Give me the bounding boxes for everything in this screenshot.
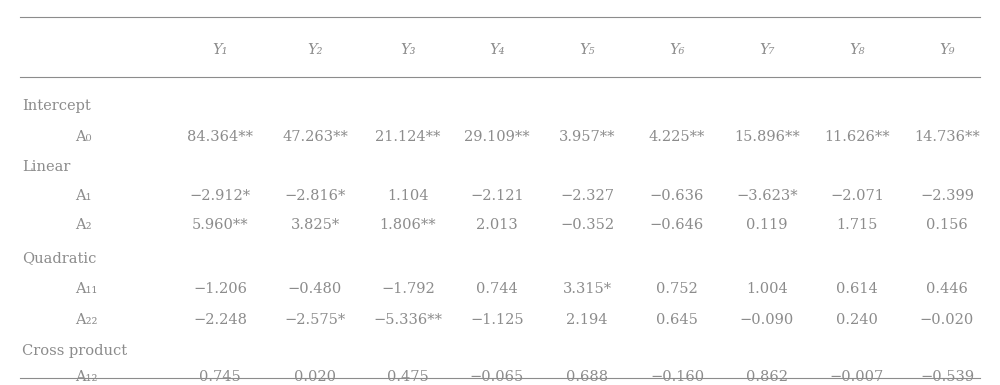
Text: 11.626**: 11.626**	[824, 130, 890, 144]
Text: −2.912*: −2.912*	[189, 189, 251, 203]
Text: A₁₂: A₁₂	[75, 370, 97, 384]
Text: Y₅: Y₅	[579, 43, 595, 57]
Text: −2.575*: −2.575*	[284, 313, 346, 326]
Text: −1.792: −1.792	[381, 282, 435, 296]
Text: 2.194: 2.194	[566, 313, 608, 326]
Text: 0.688: 0.688	[566, 370, 608, 384]
Text: 47.263**: 47.263**	[282, 130, 348, 144]
Text: Y₃: Y₃	[400, 43, 416, 57]
Text: 3.315*: 3.315*	[562, 282, 612, 296]
Text: −3.623*: −3.623*	[736, 189, 798, 203]
Text: 29.109**: 29.109**	[464, 130, 530, 144]
Text: Y₄: Y₄	[489, 43, 505, 57]
Text: −1.125: −1.125	[470, 313, 524, 326]
Text: 15.896**: 15.896**	[734, 130, 800, 144]
Text: −1.206: −1.206	[193, 282, 247, 296]
Text: −2.248: −2.248	[193, 313, 247, 326]
Text: 1.004: 1.004	[746, 282, 788, 296]
Text: 21.124**: 21.124**	[375, 130, 441, 144]
Text: −0.646: −0.646	[650, 218, 704, 232]
Text: Intercept: Intercept	[22, 99, 91, 113]
Text: −2.121: −2.121	[470, 189, 524, 203]
Text: A₁: A₁	[75, 189, 92, 203]
Text: 2.013: 2.013	[476, 218, 518, 232]
Text: 0.745: 0.745	[199, 370, 241, 384]
Text: Y₉: Y₉	[939, 43, 955, 57]
Text: 1.104: 1.104	[387, 189, 429, 203]
Text: Y₆: Y₆	[669, 43, 685, 57]
Text: −5.336**: −5.336**	[374, 313, 442, 326]
Text: Y₇: Y₇	[759, 43, 775, 57]
Text: Quadratic: Quadratic	[22, 251, 96, 265]
Text: 0.645: 0.645	[656, 313, 698, 326]
Text: −2.399: −2.399	[920, 189, 974, 203]
Text: 0.862: 0.862	[746, 370, 788, 384]
Text: −0.480: −0.480	[288, 282, 342, 296]
Text: −0.539: −0.539	[920, 370, 974, 384]
Text: A₂: A₂	[75, 218, 92, 232]
Text: 4.225**: 4.225**	[649, 130, 705, 144]
Text: 84.364**: 84.364**	[187, 130, 253, 144]
Text: A₁₁: A₁₁	[75, 282, 97, 296]
Text: −0.636: −0.636	[650, 189, 704, 203]
Text: −0.007: −0.007	[830, 370, 884, 384]
Text: 0.614: 0.614	[836, 282, 878, 296]
Text: −0.090: −0.090	[740, 313, 794, 326]
Text: −2.816*: −2.816*	[284, 189, 346, 203]
Text: Y₁: Y₁	[212, 43, 228, 57]
Text: 1.806**: 1.806**	[380, 218, 436, 232]
Text: 3.825*: 3.825*	[290, 218, 340, 232]
Text: Cross product: Cross product	[22, 344, 127, 358]
Text: 5.960**: 5.960**	[192, 218, 248, 232]
Text: Y₂: Y₂	[307, 43, 323, 57]
Text: −0.160: −0.160	[650, 370, 704, 384]
Text: 0.119: 0.119	[746, 218, 788, 232]
Text: −0.065: −0.065	[470, 370, 524, 384]
Text: −0.352: −0.352	[560, 218, 614, 232]
Text: 0.744: 0.744	[476, 282, 518, 296]
Text: −0.020: −0.020	[920, 313, 974, 326]
Text: 0.156: 0.156	[926, 218, 968, 232]
Text: A₀: A₀	[75, 130, 92, 144]
Text: 3.957**: 3.957**	[559, 130, 615, 144]
Text: Y₈: Y₈	[849, 43, 865, 57]
Text: A₂₂: A₂₂	[75, 313, 97, 326]
Text: 0.752: 0.752	[656, 282, 698, 296]
Text: −2.071: −2.071	[830, 189, 884, 203]
Text: 0.446: 0.446	[926, 282, 968, 296]
Text: 0.020: 0.020	[294, 370, 336, 384]
Text: −2.327: −2.327	[560, 189, 614, 203]
Text: 14.736**: 14.736**	[914, 130, 980, 144]
Text: Linear: Linear	[22, 161, 70, 174]
Text: 1.715: 1.715	[836, 218, 878, 232]
Text: 0.240: 0.240	[836, 313, 878, 326]
Text: 0.475: 0.475	[387, 370, 429, 384]
